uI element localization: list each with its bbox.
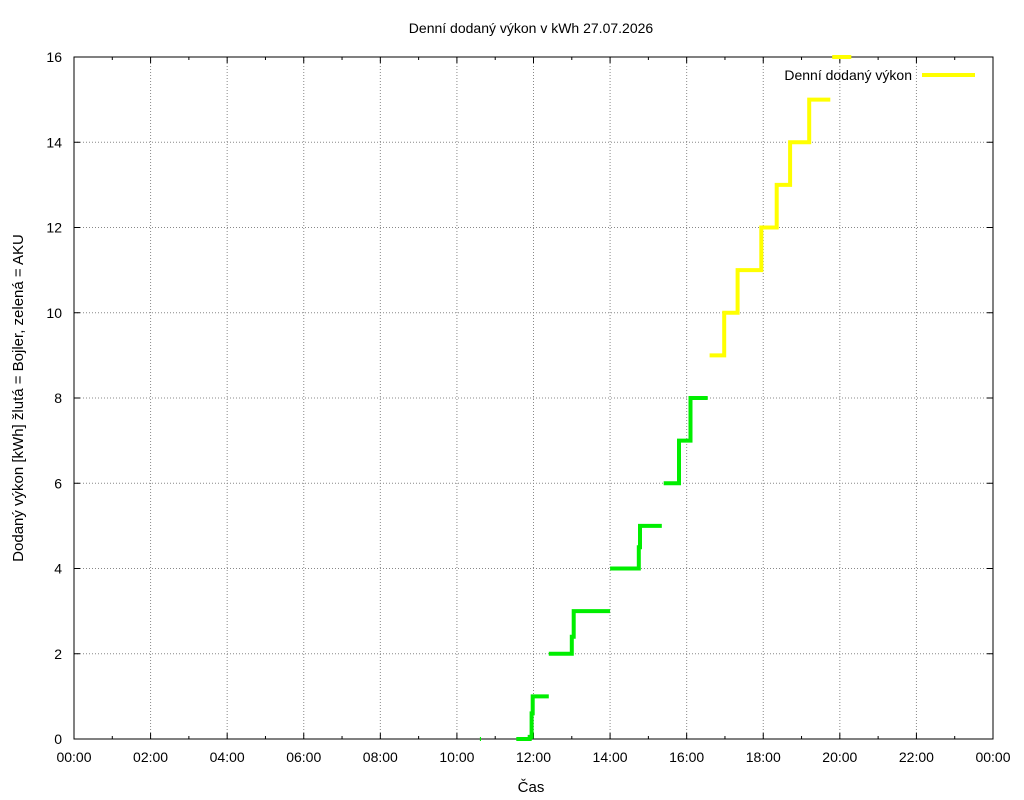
series-aku-line [516,694,549,741]
y-tick-label: 14 [46,134,62,150]
x-tick-label: 12:00 [516,749,551,765]
y-tick-label: 2 [54,646,62,662]
y-tick-label: 16 [46,49,62,65]
y-axis-label: Dodaný výkon [kWh] žlutá = Bojler, zelen… [10,234,27,562]
x-tick-label: 02:00 [133,749,168,765]
x-tick-label: 18:00 [746,749,781,765]
series-aku-line [610,523,662,571]
x-tick-label: 10:00 [439,749,474,765]
series-bojler-line [709,97,831,358]
series-group [479,55,852,741]
legend: Denní dodaný výkon [784,67,975,83]
y-tick-label: 6 [54,475,62,491]
axis-ticks [73,56,994,740]
series-aku-line [663,396,708,486]
y-tick-label: 0 [54,731,62,747]
chart-title: Denní dodaný výkon v kWh 27.07.2026 [409,20,654,36]
x-tick-label: 06:00 [286,749,321,765]
y-tick-label: 4 [54,561,62,577]
x-tick-label: 08:00 [363,749,398,765]
y-tick-label: 8 [54,390,62,406]
x-tick-label: 00:00 [975,749,1010,765]
x-tick-label: 14:00 [593,749,628,765]
legend-label: Denní dodaný výkon [784,67,912,83]
y-tick-labels: 0 2 4 6 8 10 12 14 16 [46,49,62,747]
x-tick-label: 04:00 [210,749,245,765]
grid [74,57,993,739]
y-tick-label: 12 [46,220,62,236]
x-axis-label: Čas [518,779,545,796]
y-tick-label: 10 [46,305,62,321]
x-tick-label: 16:00 [669,749,704,765]
x-tick-label: 00:00 [56,749,91,765]
series-aku-line [548,609,611,656]
x-tick-label: 20:00 [822,749,857,765]
x-tick-label: 22:00 [899,749,934,765]
x-tick-labels: 00:00 02:00 04:00 06:00 08:00 10:00 12:00 14:00… [56,749,1010,765]
